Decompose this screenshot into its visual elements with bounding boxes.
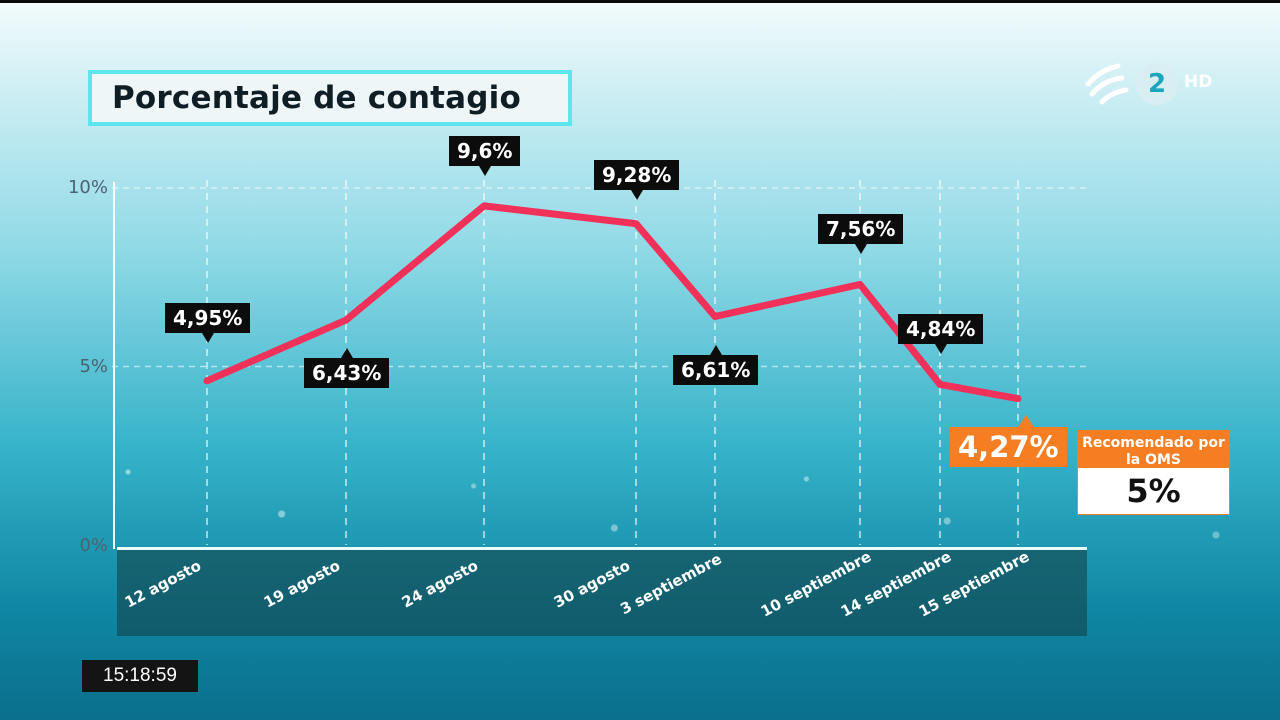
data-label: 4,95%: [165, 303, 251, 333]
x-axis-band: [117, 550, 1087, 636]
chart-title: Porcentaje de contagio: [112, 80, 521, 116]
broadcast-clock: 15:18:59: [82, 660, 198, 692]
y-tick-0: 0%: [79, 535, 108, 556]
hd-badge: HD: [1184, 72, 1213, 92]
oms-box: Recomendado por la OMS 5%: [1077, 430, 1230, 523]
x-axis-line: [117, 547, 1087, 550]
data-label: 4,84%: [898, 314, 984, 344]
data-label: 6,61%: [673, 355, 759, 385]
data-label: 9,6%: [449, 136, 521, 166]
y-tick-10: 10%: [67, 177, 108, 198]
eitb-swoosh-icon: [1085, 63, 1129, 105]
data-label-highlight: 4,27%: [950, 415, 1067, 467]
data-label: 7,56%: [818, 214, 904, 244]
title-box: Porcentaje de contagio: [88, 70, 572, 126]
top-bar: [0, 0, 1280, 3]
oms-label: Recomendado por la OMS: [1077, 430, 1230, 468]
channel-logo: 2 HD: [1084, 58, 1224, 108]
oms-value: 5%: [1077, 468, 1230, 515]
data-label: 9,28%: [594, 160, 680, 190]
y-tick-5: 5%: [79, 356, 108, 377]
series-line: [203, 202, 1022, 403]
data-label: 6,43%: [304, 358, 390, 388]
channel-number: 2: [1136, 63, 1178, 105]
